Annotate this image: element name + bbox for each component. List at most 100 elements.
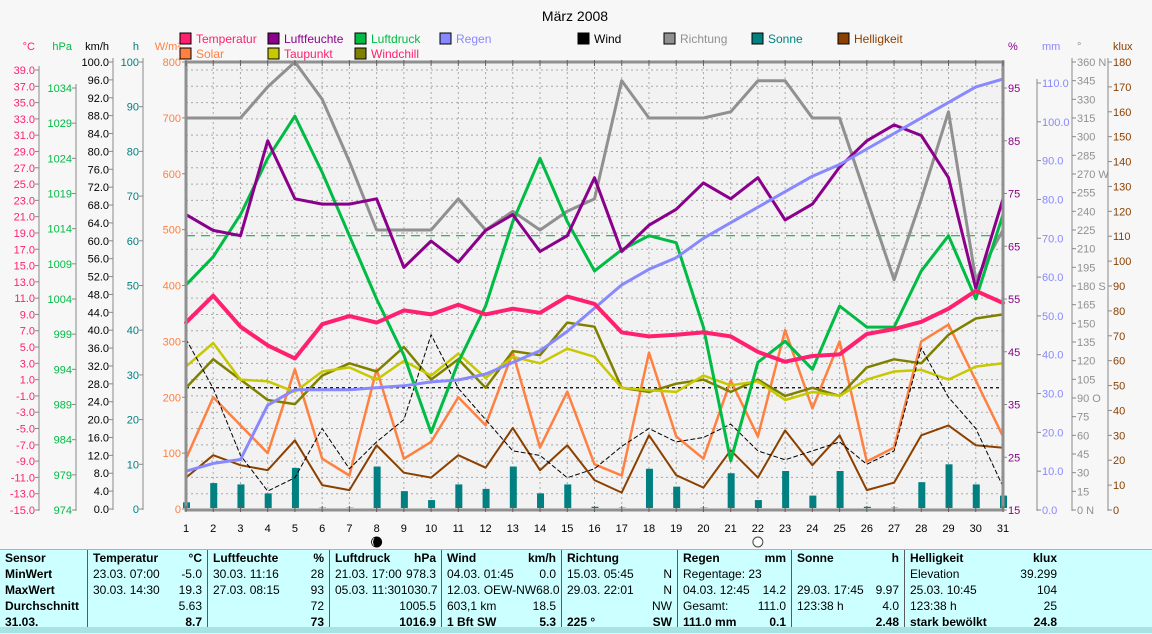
stats-cell-text: 29.03. 22:01 — [567, 582, 634, 598]
stats-header-unit: h — [834, 550, 899, 566]
axis-tick-label-temp: -11.0 — [11, 472, 35, 484]
stats-cell-text: 15.03. 05:45 — [567, 566, 634, 582]
axis-tick-label-deg: 60 — [1077, 430, 1089, 442]
axis-tick-label-mm: 70.0 — [1042, 233, 1063, 245]
axis-tick-label-wm2: 100 — [163, 448, 181, 460]
axis-tick-label-klux: 180 — [1113, 57, 1131, 69]
axis-tick-label-temp: -3.0 — [16, 407, 35, 419]
axis-tick-label-klux: 80 — [1113, 306, 1125, 318]
axis-tick-label-kmh: 60.0 — [88, 236, 109, 248]
stats-cell-text: 04.03. 01:45 — [447, 566, 514, 582]
axis-tick-label-temp: -7.0 — [16, 440, 35, 452]
stats-cell: MinWert — [0, 566, 87, 582]
axis-tick-label-h: 30 — [127, 370, 139, 382]
stats-cell-value: -5.0 — [160, 566, 202, 582]
stats-header: Luftfeuchte% — [208, 550, 330, 566]
axis-tick-label-wm2: 300 — [163, 336, 181, 348]
axis-tick-label-klux: 130 — [1113, 181, 1131, 193]
stats-cell: Durchschnitt — [0, 598, 87, 614]
x-tick-label: 6 — [319, 523, 325, 535]
legend-label-temperatur: Temperatur — [196, 32, 257, 46]
axis-tick-label-wm2: 500 — [163, 225, 181, 237]
legend-swatch-regen — [440, 33, 451, 44]
axis-tick-label-klux: 30 — [1113, 430, 1125, 442]
axis-tick-label-hpa: 1029 — [48, 118, 72, 130]
stats-cell-value: 28 — [279, 566, 324, 582]
stats-cell-value: 4.0 — [844, 598, 899, 614]
axis-tick-label-temp: 21.0 — [14, 212, 35, 224]
stats-cell-text: Gesamt: — [683, 598, 728, 614]
axis-tick-label-kmh: 68.0 — [88, 200, 109, 212]
bar-sonne — [510, 467, 517, 508]
axis-tick-label-deg: 210 — [1077, 244, 1095, 256]
axis-tick-label-klux: 100 — [1113, 256, 1131, 268]
axis-tick-label-kmh: 0.0 — [94, 504, 109, 516]
x-tick-label: 4 — [265, 523, 271, 535]
stats-cell-value: 14.2 — [750, 582, 786, 598]
stats-row-label: MinWert — [5, 566, 52, 582]
stats-cell-value: 5.63 — [93, 598, 202, 614]
axis-tick-label-deg: 240 — [1077, 206, 1095, 218]
axis-tick-label-wm2: 800 — [163, 57, 181, 69]
stats-cell: MaxWert — [0, 582, 87, 598]
axis-tick-label-temp: 33.0 — [14, 114, 35, 126]
axis-tick-label-kmh: 88.0 — [88, 111, 109, 123]
stats-cell-value: 1005.5 — [335, 598, 436, 614]
axis-tick-label-deg: 345 — [1077, 76, 1095, 88]
axis-tick-label-hpa: 979 — [54, 470, 72, 482]
legend-swatch-solar — [180, 48, 191, 59]
axis-tick-label-mm: 90.0 — [1042, 156, 1063, 168]
stats-cell-value: 68.0 — [536, 582, 559, 598]
bar-sonne — [483, 489, 490, 508]
x-tick-label: 10 — [425, 523, 437, 535]
stats-header-title: Temperatur — [93, 550, 158, 566]
axis-tick-label-deg: 150 — [1077, 318, 1095, 330]
legend-label-taupunkt: Taupunkt — [284, 47, 333, 61]
stats-cell-value — [762, 566, 786, 582]
stats-cell: Regentage: 23 — [678, 566, 792, 582]
axis-tick-label-deg: 135 — [1077, 337, 1095, 349]
axis-tick-label-kmh: 16.0 — [88, 432, 109, 444]
axis-tick-label-temp: 29.0 — [14, 146, 35, 158]
bar-sonne — [401, 491, 408, 508]
page-title: März 2008 — [542, 8, 608, 24]
axis-tick-label-deg: 165 — [1077, 300, 1095, 312]
axis-tick-label-kmh: 92.0 — [88, 93, 109, 105]
bar-sonne — [673, 487, 680, 508]
axis-tick-label-kmh: 28.0 — [88, 379, 109, 391]
stats-cell-value: 39.299 — [959, 566, 1147, 582]
bar-sonne — [237, 484, 244, 508]
axis-tick-label-kmh: 76.0 — [88, 164, 109, 176]
x-tick-label: 20 — [697, 523, 709, 535]
axis-tick-label-deg: 90 O — [1077, 393, 1101, 405]
x-tick-label: 26 — [861, 523, 873, 535]
axis-tick-label-temp: 11.0 — [14, 293, 35, 305]
axis-tick-label-kmh: 72.0 — [88, 182, 109, 194]
x-tick-label: 1 — [183, 523, 189, 535]
axis-tick-label-kmh: 24.0 — [88, 397, 109, 409]
axis-tick-label-temp: 3.0 — [20, 358, 35, 370]
axis-tick-label-hpa: 1019 — [48, 189, 72, 201]
stats-cell-value: 104 — [977, 582, 1147, 598]
axis-tick-label-temp: 1.0 — [20, 375, 35, 387]
stats-header-unit — [46, 550, 81, 566]
axis-tick-label-temp: -1.0 — [16, 391, 35, 403]
axis-tick-label-temp: 39.0 — [14, 65, 35, 77]
axis-tick-label-mm: 40.0 — [1042, 350, 1063, 362]
stats-cell-value: 72 — [213, 598, 324, 614]
stats-header-title: Luftfeuchte — [213, 550, 278, 566]
stats-cell-value — [797, 566, 899, 582]
axis-tick-label-deg: 255 — [1077, 188, 1095, 200]
stats-header-unit: mm — [720, 550, 786, 566]
axis-tick-label-temp: 5.0 — [20, 342, 35, 354]
axis-tick-label-kmh: 20.0 — [88, 415, 109, 427]
stats-header-title: Richtung — [567, 550, 619, 566]
axis-tick-label-deg: 225 — [1077, 225, 1095, 237]
x-tick-label: 31 — [997, 523, 1009, 535]
